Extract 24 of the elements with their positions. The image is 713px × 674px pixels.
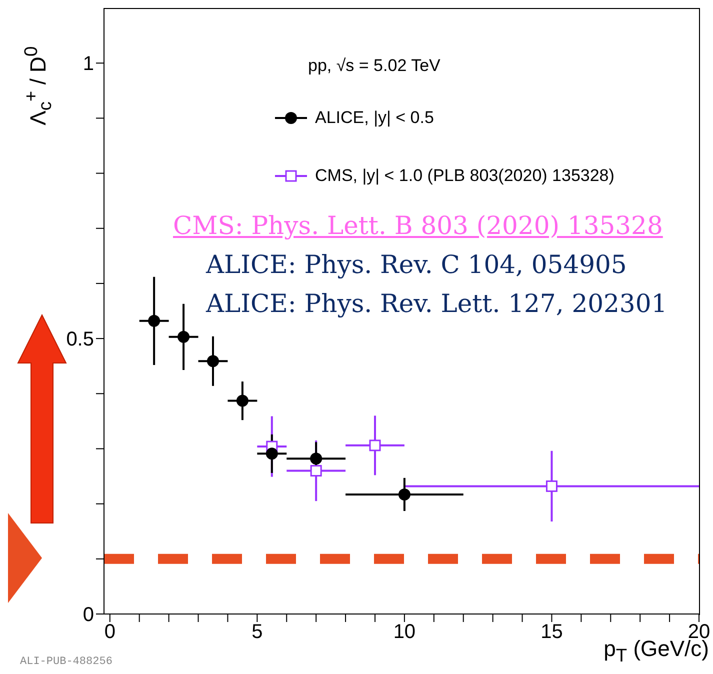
annotation: ALICE: Phys. Rev. C 104, 054905: [206, 250, 627, 279]
y-tick-label: 1: [82, 53, 94, 76]
point: [398, 488, 410, 500]
y-tick-label: 0: [82, 604, 94, 626]
point: [310, 465, 322, 477]
point: [546, 480, 558, 492]
annotation: CMS: Phys. Lett. B 803 (2020) 135328: [173, 211, 663, 240]
text: ALI-PUB-488256: [20, 656, 112, 668]
point: [148, 314, 160, 327]
legend-label: CMS, |y| < 1.0 (PLB 803(2020) 135328): [315, 166, 614, 186]
x-tick-label: 0: [104, 621, 116, 644]
point: [206, 355, 219, 368]
x-tick-label: 10: [393, 621, 416, 644]
annotation: ALICE: Phys. Rev. Lett. 127, 202301: [206, 289, 668, 318]
point: [236, 394, 248, 407]
y-tick-label: 0.5: [66, 328, 94, 351]
annotation: pp, √s = 5.02 TeV: [308, 56, 440, 76]
point: [310, 452, 322, 465]
x-tick-label: 5: [252, 621, 263, 644]
x-tick-label: 15: [540, 621, 563, 644]
point: [178, 330, 190, 343]
point: [369, 440, 381, 452]
legend-label: ALICE, |y| < 0.5: [315, 108, 434, 128]
point: [266, 448, 278, 460]
